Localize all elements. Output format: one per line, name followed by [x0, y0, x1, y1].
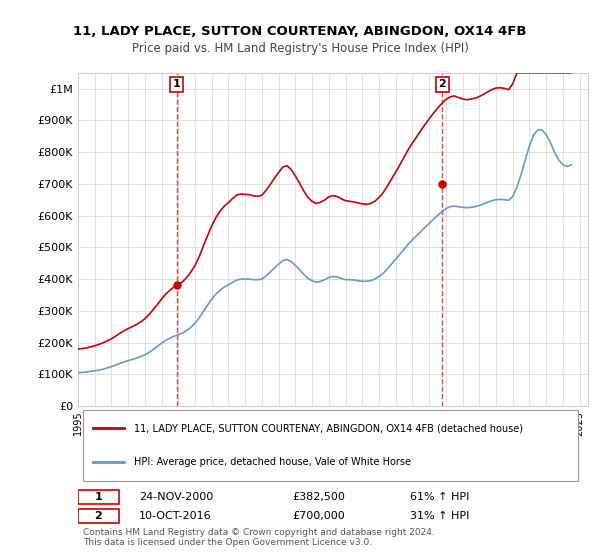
Text: 61% ↑ HPI: 61% ↑ HPI [409, 492, 469, 502]
Text: 10-OCT-2016: 10-OCT-2016 [139, 511, 212, 521]
Text: HPI: Average price, detached house, Vale of White Horse: HPI: Average price, detached house, Vale… [134, 456, 411, 466]
FancyBboxPatch shape [78, 509, 119, 523]
Text: 31% ↑ HPI: 31% ↑ HPI [409, 511, 469, 521]
Text: Contains HM Land Registry data © Crown copyright and database right 2024.
This d: Contains HM Land Registry data © Crown c… [83, 528, 435, 547]
Text: 11, LADY PLACE, SUTTON COURTENAY, ABINGDON, OX14 4FB (detached house): 11, LADY PLACE, SUTTON COURTENAY, ABINGD… [134, 423, 523, 433]
Text: 11, LADY PLACE, SUTTON COURTENAY, ABINGDON, OX14 4FB: 11, LADY PLACE, SUTTON COURTENAY, ABINGD… [73, 25, 527, 38]
Text: 1: 1 [95, 492, 102, 502]
Text: 2: 2 [95, 511, 102, 521]
Text: 1: 1 [173, 80, 181, 90]
Text: Price paid vs. HM Land Registry's House Price Index (HPI): Price paid vs. HM Land Registry's House … [131, 42, 469, 55]
Text: 24-NOV-2000: 24-NOV-2000 [139, 492, 214, 502]
Text: £700,000: £700,000 [292, 511, 345, 521]
Text: 2: 2 [439, 80, 446, 90]
FancyBboxPatch shape [78, 490, 119, 504]
FancyBboxPatch shape [83, 410, 578, 482]
Text: £382,500: £382,500 [292, 492, 345, 502]
